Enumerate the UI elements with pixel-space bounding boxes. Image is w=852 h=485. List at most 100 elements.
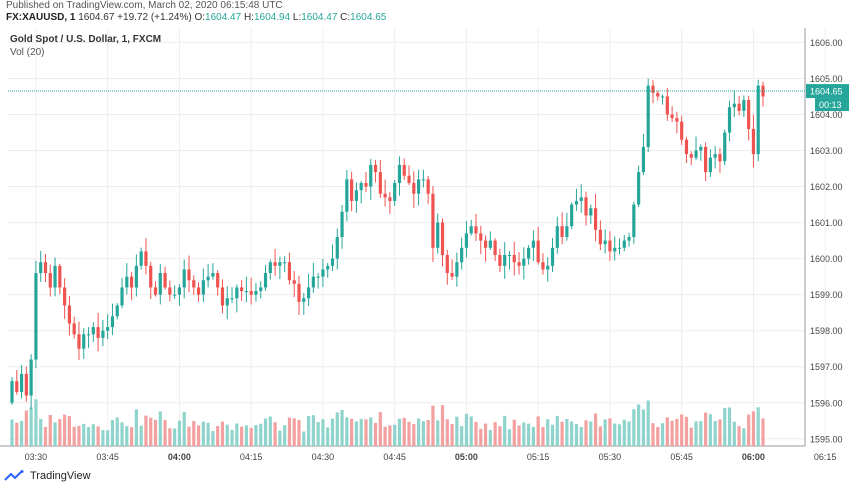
candle-body <box>718 154 722 162</box>
volume-bar <box>106 430 110 446</box>
volume-bar <box>10 419 14 446</box>
volume-bar <box>129 427 134 446</box>
volume-bar <box>254 424 258 446</box>
candle-body <box>445 255 449 274</box>
volume-bar <box>125 426 129 446</box>
volume-bar <box>479 428 483 446</box>
low-label: L: <box>292 12 302 23</box>
candle-body <box>431 193 435 248</box>
volume-bar <box>455 416 459 446</box>
candle-body <box>474 226 478 234</box>
candle-body <box>622 240 626 248</box>
candle-body <box>306 287 311 299</box>
volume-bar <box>708 414 712 446</box>
candle-body <box>196 287 201 295</box>
volume-bar <box>675 418 679 446</box>
volume-bar <box>220 421 225 446</box>
volume-bar <box>512 419 516 446</box>
volume-bar <box>469 416 473 446</box>
volume-bar <box>206 422 210 446</box>
volume-bar <box>15 422 19 446</box>
candle-body <box>34 273 38 360</box>
volume-bar <box>570 421 574 446</box>
candle-body <box>450 273 454 277</box>
candle-body <box>72 323 76 335</box>
candle-body <box>383 193 387 198</box>
candle-body <box>110 316 115 328</box>
volume-bar <box>498 426 502 446</box>
x-tick-label: 05:30 <box>599 452 622 462</box>
candle-body <box>182 269 186 288</box>
volume-bar <box>263 418 268 446</box>
volume-bar <box>584 420 588 446</box>
candle-body <box>684 139 689 155</box>
volume-bar <box>311 415 315 446</box>
volume-bar <box>168 428 172 446</box>
candle-body <box>316 276 320 278</box>
candle-body <box>460 247 464 263</box>
x-tick-label: 06:00 <box>742 452 765 462</box>
candle-body <box>388 197 392 201</box>
volume-bar <box>637 404 641 446</box>
candle-body <box>574 200 579 205</box>
volume-indicator-label: Vol (20) <box>10 47 45 58</box>
volume-bar <box>680 414 684 446</box>
candle-body <box>86 334 91 336</box>
candle-body <box>273 262 277 266</box>
volume-bar <box>153 419 158 446</box>
volume-bar <box>713 421 717 446</box>
volume-bar <box>230 429 234 446</box>
volume-bar <box>278 430 282 446</box>
candle-body <box>589 208 593 216</box>
volume-bar <box>149 417 153 446</box>
candle-body <box>493 240 497 256</box>
symbol-label: FX:XAUUSD, 1 <box>6 12 76 23</box>
candle-body <box>713 154 717 158</box>
candle-body <box>593 208 598 230</box>
volume-bar <box>522 422 526 446</box>
open-label: O: <box>194 12 206 23</box>
candle-body <box>469 226 473 234</box>
volume-bar <box>91 424 95 446</box>
candle-body <box>330 258 335 266</box>
volume-bar <box>464 413 469 446</box>
volume-bar <box>369 417 373 446</box>
candle-body <box>201 280 205 295</box>
volume-bar <box>235 423 239 446</box>
volume-bar <box>48 414 52 446</box>
x-tick-label: 03:30 <box>25 452 48 462</box>
volume-bar <box>517 425 521 446</box>
volume-bar <box>402 417 406 446</box>
candle-body <box>498 255 502 266</box>
volume-bar <box>373 422 378 446</box>
y-tick-label: 1603.00 <box>810 146 843 156</box>
candle-body <box>158 273 162 295</box>
x-tick-label: 04:00 <box>168 452 191 462</box>
candle-body <box>656 92 660 97</box>
candle-body <box>703 146 708 173</box>
candle-body <box>58 265 62 288</box>
candle-body <box>39 262 43 274</box>
volume-bar <box>436 420 440 446</box>
candle-body <box>283 262 287 264</box>
volume-bar <box>158 411 162 446</box>
price-chart[interactable]: 1606.00 1605.00 1604.00 1603.00 1602.00 1601.… <box>0 26 852 466</box>
chart-header: Published on TradingView.com, March 02, … <box>4 0 844 26</box>
candle-body <box>24 373 28 396</box>
volume-bar <box>589 421 593 446</box>
candle-body <box>699 146 703 151</box>
candle-body <box>436 222 440 248</box>
candle-body <box>464 233 469 248</box>
candle-body <box>29 359 33 396</box>
volume-bar <box>493 422 497 446</box>
volume-bar <box>244 425 248 446</box>
open-value: 1604.47 <box>205 12 242 23</box>
candle-body <box>259 287 263 292</box>
volume-bar <box>756 407 760 446</box>
x-tick-label: 05:15 <box>527 452 550 462</box>
candle-body <box>675 118 679 122</box>
tradingview-brand: TradingView <box>30 470 91 482</box>
x-tick-label: 04:15 <box>240 452 263 462</box>
volume-bar <box>383 426 387 446</box>
candle-body <box>742 100 746 111</box>
